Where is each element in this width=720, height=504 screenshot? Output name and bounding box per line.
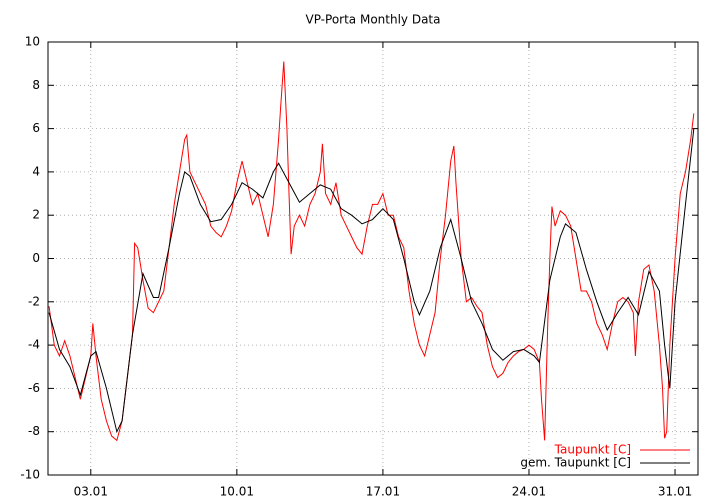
legend-label: Taupunkt [C] xyxy=(554,443,631,457)
x-tick-label: 24.01 xyxy=(512,485,546,499)
plot-border xyxy=(47,41,699,476)
y-tick-label: -4 xyxy=(28,338,40,352)
y-tick-label: 6 xyxy=(32,121,40,135)
x-tick-label: 17.01 xyxy=(366,485,400,499)
y-tick-label: 10 xyxy=(25,35,40,49)
y-tick-label: 2 xyxy=(32,208,40,222)
y-tick-label: 0 xyxy=(32,251,40,265)
y-tick-label: -8 xyxy=(28,424,40,438)
chart-title: VP-Porta Monthly Data xyxy=(306,13,441,27)
y-tick-label: 4 xyxy=(32,164,40,178)
y-tick-label: -10 xyxy=(20,468,40,482)
x-tick-label: 10.01 xyxy=(220,485,254,499)
series-line xyxy=(48,61,695,442)
y-tick-label: -6 xyxy=(28,381,40,395)
y-tick-label: -2 xyxy=(28,294,40,308)
legend-label: gem. Taupunkt [C] xyxy=(520,456,631,470)
series-line xyxy=(48,128,695,434)
y-tick-label: 8 xyxy=(32,78,40,92)
x-tick-label: 03.01 xyxy=(74,485,108,499)
x-tick-label: 31.01 xyxy=(658,485,692,499)
